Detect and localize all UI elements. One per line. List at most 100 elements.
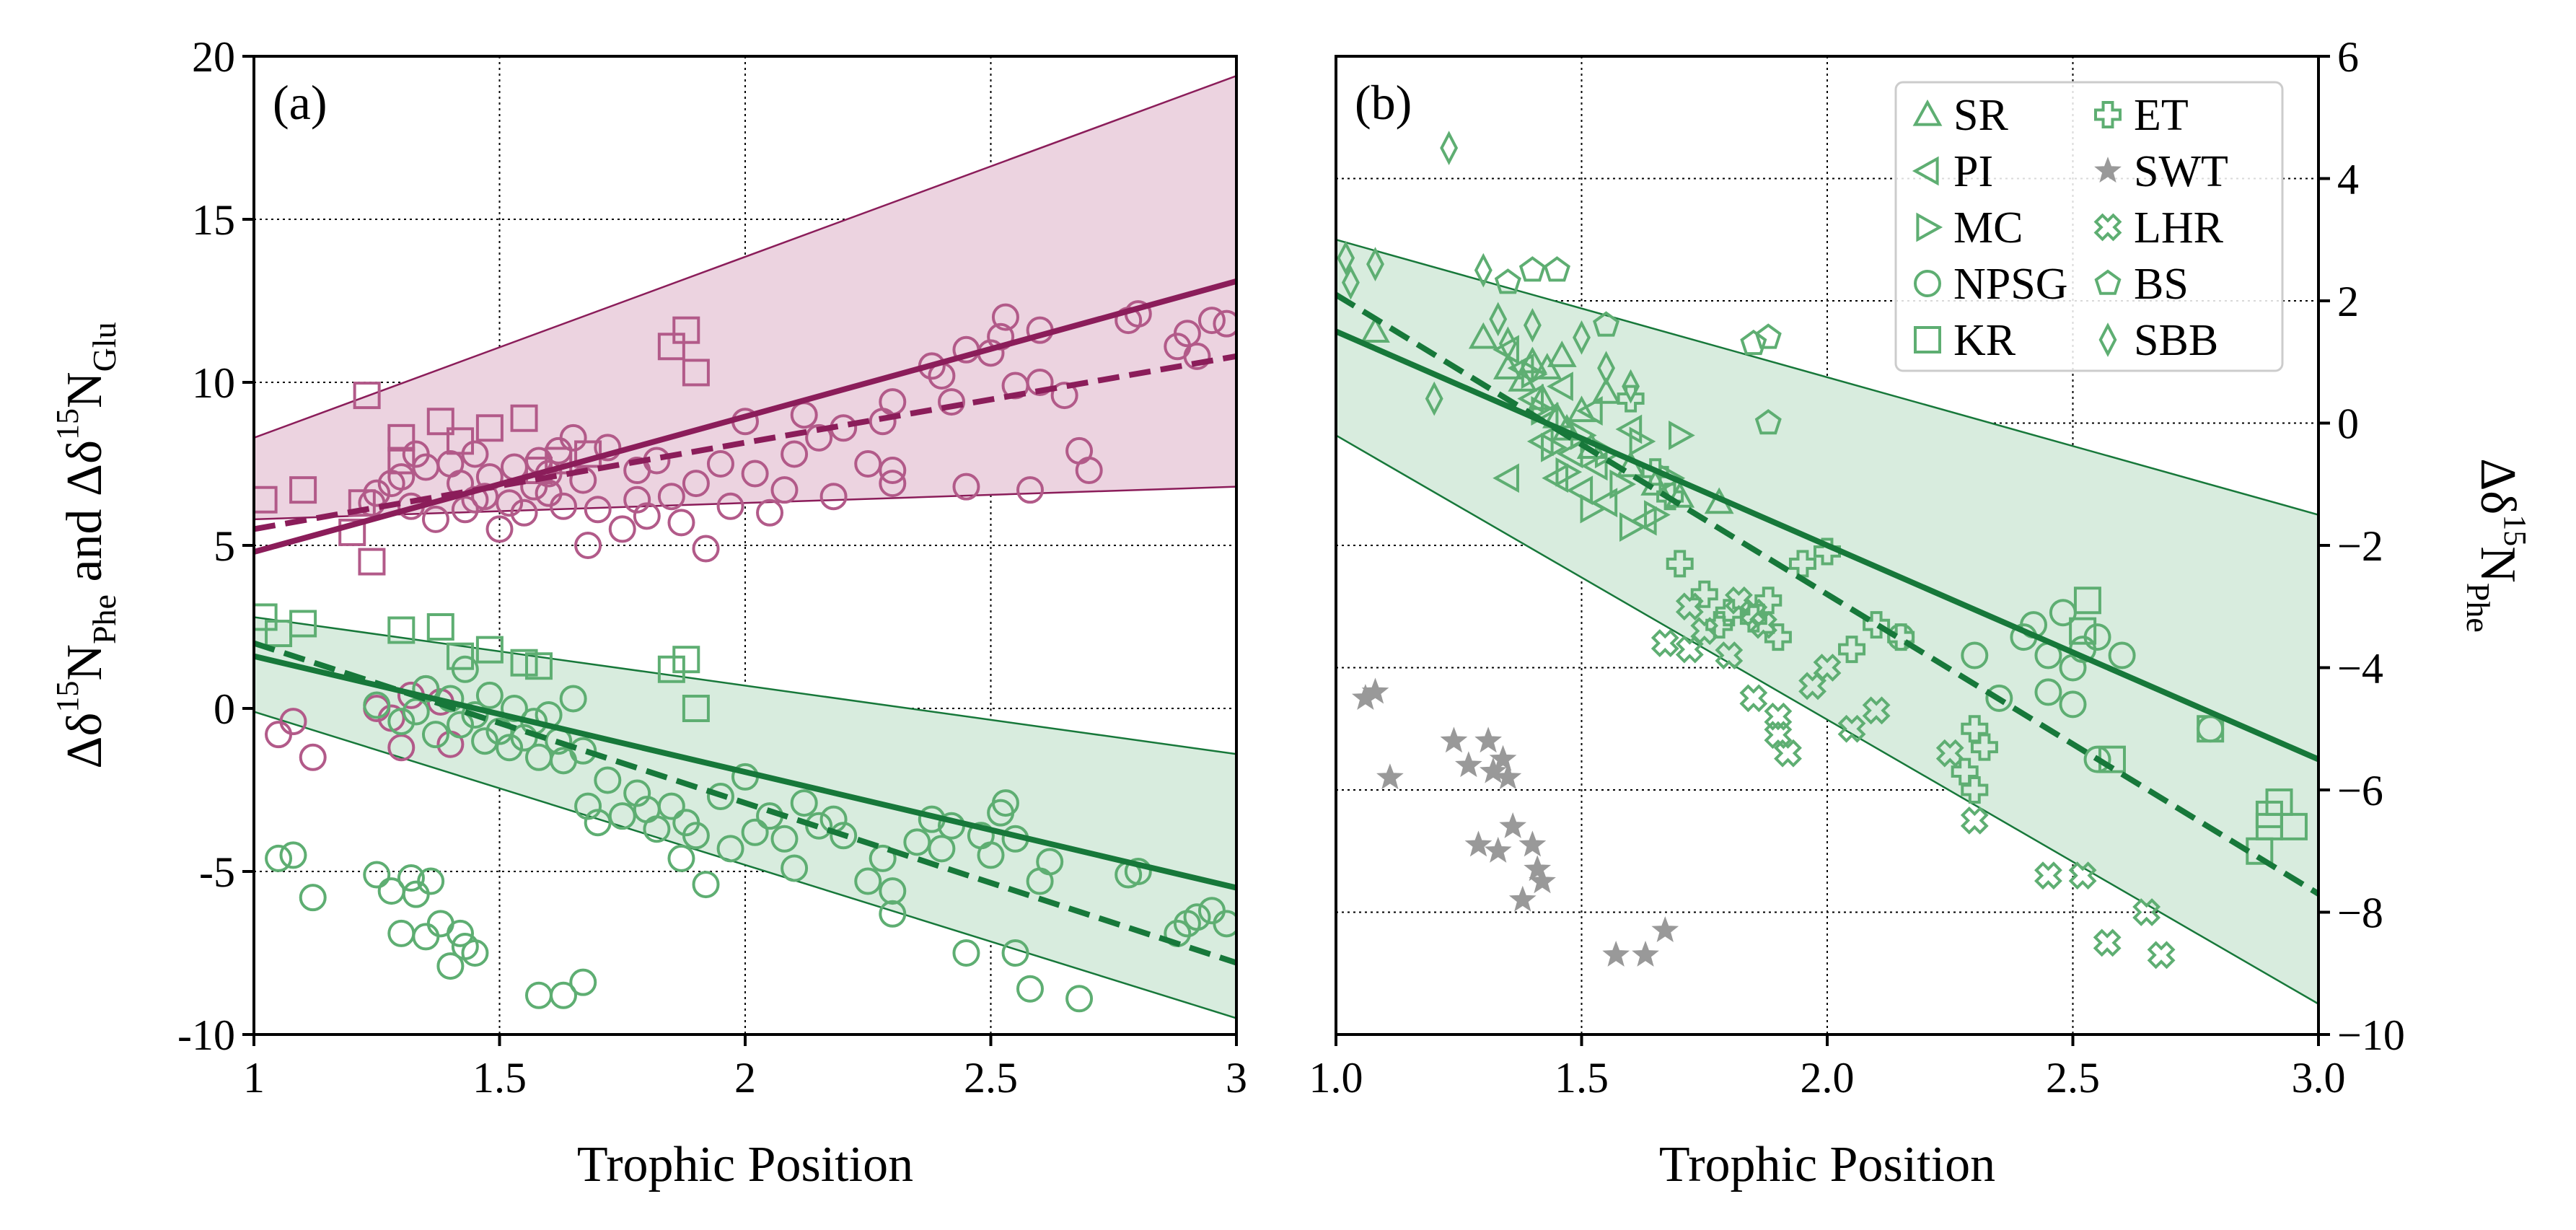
mc-triangle-right-point xyxy=(1521,359,1548,390)
glu-circle-point xyxy=(633,502,661,530)
swt-star-point xyxy=(1518,830,1547,857)
phe-square-point xyxy=(657,655,685,683)
legend-marker-npsg xyxy=(1914,270,1941,297)
et-plus-point xyxy=(1961,776,1989,804)
fit-line-glu-solid xyxy=(254,278,1236,555)
glu-square-point xyxy=(348,489,376,517)
swt-star-point xyxy=(1494,763,1522,790)
phe-circle-point xyxy=(475,681,504,709)
kr-square-point xyxy=(2069,617,2097,645)
glu-circle-point xyxy=(451,496,479,524)
glu-circle-point xyxy=(550,492,578,520)
phe-circle-point xyxy=(879,900,907,928)
phe-square-point xyxy=(510,649,538,677)
phe-circle-point xyxy=(496,734,524,762)
glu-circle-point xyxy=(682,470,710,498)
panel-b-fit-lines xyxy=(1336,292,2318,897)
band-edge-phe xyxy=(254,616,1236,755)
et-plus-point xyxy=(1715,599,1743,627)
swt-star-point xyxy=(1464,830,1493,857)
phe-circle-point xyxy=(770,825,799,853)
glu-circle-point xyxy=(569,466,597,494)
legend-marker-swt xyxy=(2094,157,2122,183)
glu-circle-point xyxy=(805,423,833,452)
phe-circle-point xyxy=(485,717,514,745)
phe-circle-point xyxy=(977,841,1005,869)
confidence-band-glu xyxy=(254,76,1236,519)
phe-circle-point xyxy=(363,861,391,889)
phe-circle-point xyxy=(461,701,489,729)
legend-label-kr: KR xyxy=(1953,316,2016,365)
y-tick-label: 15 xyxy=(192,196,235,244)
glu-circle-point xyxy=(692,535,720,563)
glu-circle-point xyxy=(1075,457,1103,485)
panel-a-ylabel: Δδ15NPhe and Δδ15NGlu xyxy=(50,322,123,768)
glu-circle-point xyxy=(879,457,907,485)
bs-pentagon-point xyxy=(1740,329,1767,356)
legend-label-npsg: NPSG xyxy=(1953,260,2068,309)
glu-square-point xyxy=(682,359,710,387)
phe-circle-point xyxy=(1016,975,1044,1003)
npsg-circle-point xyxy=(1985,684,2013,712)
glu-circle-point xyxy=(559,423,587,452)
phe-circle-point xyxy=(447,919,475,947)
phe-circle-point xyxy=(716,835,744,863)
phe-circle-point xyxy=(402,698,430,726)
npsg-circle-point xyxy=(2034,678,2062,706)
glu-circle-point xyxy=(584,496,612,524)
lhr-x-point xyxy=(1749,610,1777,639)
x-tick-label: 2 xyxy=(734,1054,756,1102)
npsg-circle-point xyxy=(2083,745,2111,773)
phe-circle-point xyxy=(471,727,499,755)
phe-circle-point xyxy=(451,655,479,683)
phe-circle-point xyxy=(879,877,907,905)
et-plus-point xyxy=(1656,483,1684,511)
phe-circle-point xyxy=(387,708,416,736)
glu-square-point xyxy=(338,518,366,546)
y-tick-label: 5 xyxy=(214,522,235,570)
glu-circle-point xyxy=(510,498,538,527)
et-plus-point xyxy=(1754,587,1782,615)
glu-circle-point xyxy=(1016,476,1044,504)
panel-a-fit-lines xyxy=(254,278,1236,966)
phe-circle-point xyxy=(854,867,882,895)
band-edge-glu xyxy=(254,74,1236,439)
lhr-x-point xyxy=(2147,941,2176,970)
mc-triangle-right-point xyxy=(1531,396,1558,426)
swt-star-point xyxy=(1361,677,1389,704)
phe-square-point xyxy=(447,642,475,670)
phe-circle-point xyxy=(991,789,1019,817)
glu-circle-point xyxy=(819,483,848,511)
glu-circle-point xyxy=(421,505,449,533)
et-plus-point xyxy=(1690,580,1718,608)
pi-triangle-left-point xyxy=(1493,463,1519,493)
fit-line-phe-dashed xyxy=(1336,292,2318,897)
legend-marker-bs xyxy=(2094,269,2122,295)
x-tick-label: 2.0 xyxy=(1801,1054,1855,1102)
glu-square-point xyxy=(387,423,416,452)
npsg-circle-point xyxy=(2059,690,2087,719)
phe-square-point xyxy=(682,695,710,722)
y-tick-label: −8 xyxy=(2337,889,2383,937)
phe-circle-point xyxy=(363,691,391,719)
glu-circle-point xyxy=(594,434,622,462)
glu-circle-point xyxy=(741,460,769,488)
lhr-x-point xyxy=(2132,898,2161,926)
phe-circle-point xyxy=(1065,985,1094,1013)
panel-a-ticks: 1 1.5 2 2.5 3 -10 -5 0 5 10 15 20 xyxy=(177,33,1247,1102)
confidence-band-phe xyxy=(1336,240,2318,1004)
bs-pentagon-point xyxy=(1494,268,1521,294)
bs-pentagon-point xyxy=(1593,311,1620,337)
legend-label-bs: BS xyxy=(2134,260,2189,309)
band-edge-phe xyxy=(254,711,1236,1019)
glu-square-point xyxy=(353,382,381,410)
phe-square-point xyxy=(426,613,454,641)
sbb-thin-diamond-point xyxy=(1474,252,1493,288)
glu-circle-point xyxy=(991,303,1019,331)
y-tick-label: -5 xyxy=(199,848,235,896)
phe-circle-point xyxy=(447,711,475,739)
legend-label-swt: SWT xyxy=(2134,147,2228,196)
mc-triangle-right-point xyxy=(1555,457,1583,487)
sr-triangle-up-point xyxy=(1665,481,1695,508)
glu-circle-point xyxy=(574,532,602,559)
